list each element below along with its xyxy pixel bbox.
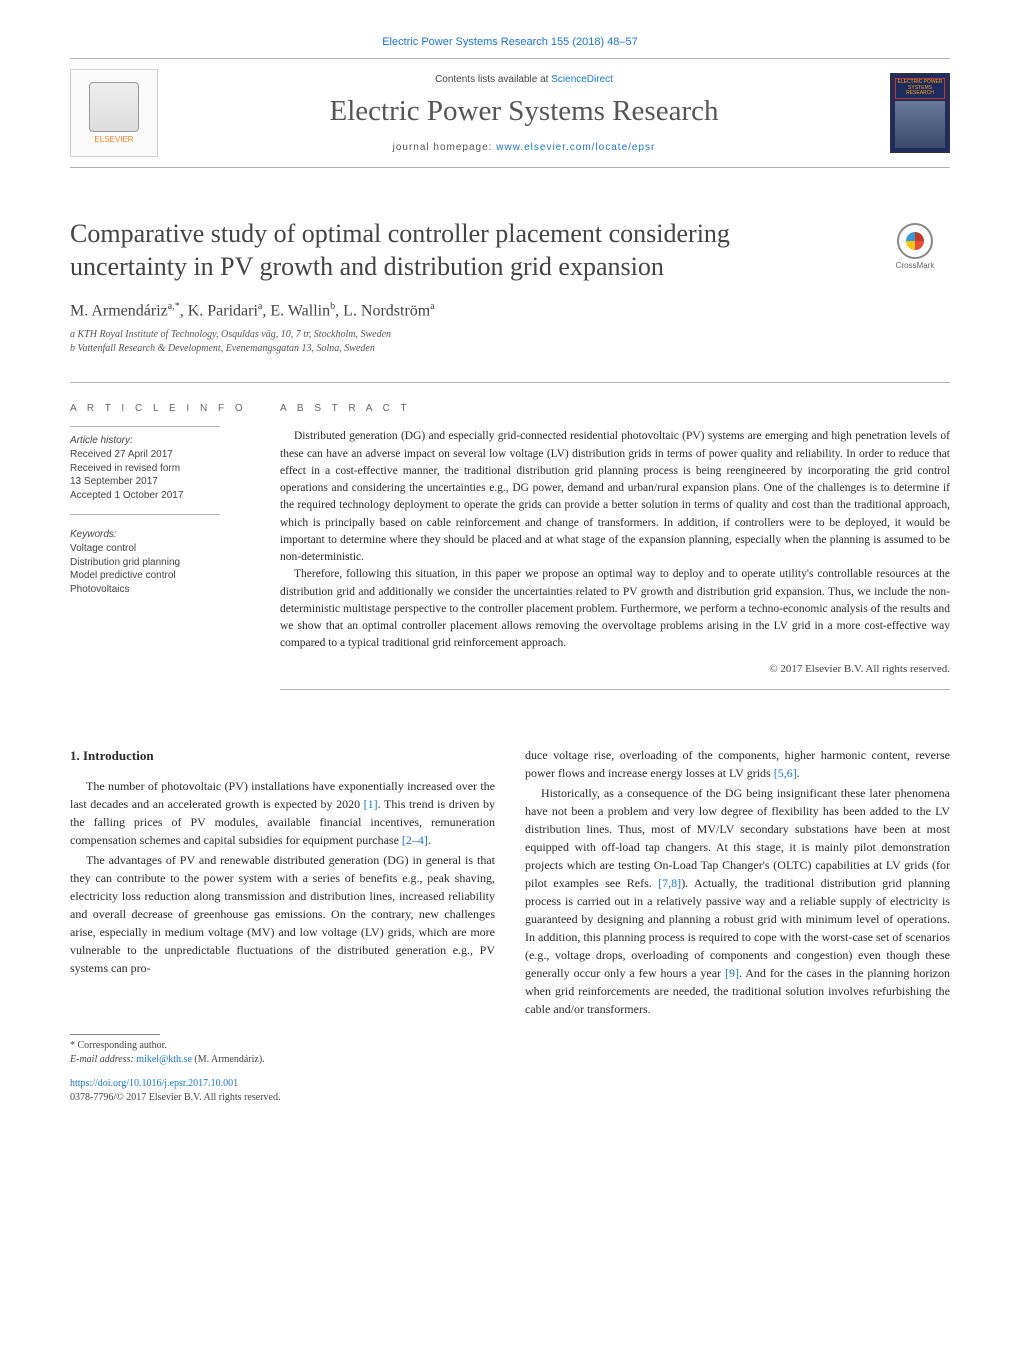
issn-copyright-line: 0378-7796/© 2017 Elsevier B.V. All right… (70, 1091, 950, 1105)
journal-citation-top[interactable]: Electric Power Systems Research 155 (201… (0, 0, 1020, 58)
keywords-list: Voltage control Distribution grid planni… (70, 542, 264, 596)
keyword-3: Model predictive control (70, 569, 264, 583)
article-info-column: A R T I C L E I N F O Article history: R… (70, 383, 280, 709)
article-info-heading: A R T I C L E I N F O (70, 403, 264, 414)
contents-prefix: Contents lists available at (435, 74, 551, 85)
body-right-column: duce voltage rise, overloading of the co… (525, 746, 950, 1020)
meta-rule-1 (70, 426, 220, 427)
corresponding-author-footnote: * Corresponding author. E-mail address: … (70, 1034, 490, 1067)
corresponding-email-link[interactable]: mikel@kth.se (136, 1054, 192, 1065)
email-line: E-mail address: mikel@kth.se (M. Armendá… (70, 1053, 490, 1067)
affiliation-b: b Vattenfall Research & Development, Eve… (70, 342, 950, 356)
crossmark-label: CrossMark (896, 261, 935, 270)
body-left-column: 1. Introduction The number of photovolta… (70, 746, 495, 1020)
contents-available-line: Contents lists available at ScienceDirec… (158, 74, 890, 85)
homepage-prefix: journal homepage: (393, 142, 497, 153)
intro-para-1: The number of photovoltaic (PV) installa… (70, 777, 495, 849)
affiliation-a: a KTH Royal Institute of Technology, Osq… (70, 328, 950, 342)
elsevier-tree-icon (89, 82, 139, 132)
abstract-para-2: Therefore, following this situation, in … (280, 566, 950, 652)
sciencedirect-link[interactable]: ScienceDirect (551, 74, 613, 85)
email-suffix: (M. Armendáriz). (192, 1054, 265, 1065)
journal-homepage-link[interactable]: www.elsevier.com/locate/epsr (496, 142, 655, 153)
intro-para-2: The advantages of PV and renewable distr… (70, 851, 495, 977)
article-title: Comparative study of optimal controller … (70, 218, 850, 283)
crossmark-icon (897, 223, 933, 259)
meta-abstract-row: A R T I C L E I N F O Article history: R… (70, 382, 950, 709)
journal-title: Electric Power Systems Research (158, 95, 890, 128)
abstract-heading: A B S T R A C T (280, 403, 950, 414)
keyword-1: Voltage control (70, 542, 264, 556)
abstract-text: Distributed generation (DG) and especial… (280, 428, 950, 652)
history-revised-2: 13 September 2017 (70, 475, 264, 489)
keywords-label: Keywords: (70, 529, 264, 540)
cover-title-text: ELECTRIC POWER SYSTEMS RESEARCH (895, 78, 945, 99)
journal-homepage-line: journal homepage: www.elsevier.com/locat… (158, 142, 890, 153)
history-accepted: Accepted 1 October 2017 (70, 489, 264, 503)
keyword-2: Distribution grid planning (70, 556, 264, 570)
affiliations-block: a KTH Royal Institute of Technology, Osq… (70, 328, 950, 356)
abstract-bottom-rule (280, 689, 950, 690)
abstract-copyright-line: © 2017 Elsevier B.V. All rights reserved… (280, 663, 950, 675)
corresponding-author-label: * Corresponding author. (70, 1039, 490, 1053)
journal-header-bar: ELSEVIER Contents lists available at Sci… (70, 58, 950, 168)
body-two-column: 1. Introduction The number of photovolta… (70, 746, 950, 1020)
cover-image-icon (895, 101, 945, 149)
elsevier-label: ELSEVIER (94, 135, 133, 144)
journal-cover-thumbnail[interactable]: ELECTRIC POWER SYSTEMS RESEARCH (890, 73, 950, 153)
history-revised-1: Received in revised form (70, 462, 264, 476)
doi-link[interactable]: https://doi.org/10.1016/j.epsr.2017.10.0… (70, 1078, 238, 1089)
keyword-4: Photovoltaics (70, 583, 264, 597)
section-1-heading: 1. Introduction (70, 746, 495, 766)
header-center: Contents lists available at ScienceDirec… (158, 74, 890, 153)
history-received: Received 27 April 2017 (70, 448, 264, 462)
doi-issn-block: https://doi.org/10.1016/j.epsr.2017.10.0… (70, 1077, 950, 1105)
footnote-rule (70, 1034, 160, 1035)
author-list: M. Armendáriza,*, K. Paridaria, E. Walli… (70, 301, 950, 320)
abstract-column: A B S T R A C T Distributed generation (… (280, 383, 950, 709)
intro-para-4: Historically, as a consequence of the DG… (525, 784, 950, 1018)
article-history-label: Article history: (70, 435, 264, 446)
email-label: E-mail address: (70, 1054, 136, 1065)
article-history-lines: Received 27 April 2017 Received in revis… (70, 448, 264, 502)
article-title-block: Comparative study of optimal controller … (70, 218, 950, 283)
abstract-para-1: Distributed generation (DG) and especial… (280, 428, 950, 566)
meta-rule-2 (70, 514, 220, 515)
crossmark-badge[interactable]: CrossMark (880, 223, 950, 273)
intro-para-3: duce voltage rise, overloading of the co… (525, 746, 950, 782)
elsevier-logo[interactable]: ELSEVIER (70, 69, 158, 157)
